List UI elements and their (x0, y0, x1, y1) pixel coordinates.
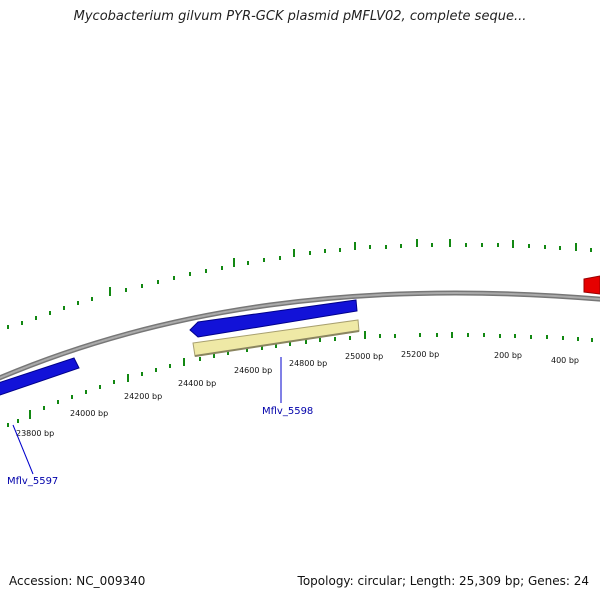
backbone-arc-highlight (0, 291, 600, 379)
tick-label-25000: 25000 bp (345, 352, 383, 361)
gene-label-leader-5597 (12, 424, 34, 475)
topology-text: Topology: circular; Length: 25,309 bp; G… (297, 574, 589, 588)
map-title: Mycobacterium gilvum PYR-GCK plasmid pMF… (73, 9, 527, 24)
tick-label-400: 400 bp (551, 356, 579, 365)
tick-label-23800: 23800 bp (16, 429, 54, 438)
gene-mflv-5598-arrow[interactable] (189, 299, 358, 338)
gene-label-mflv-5597[interactable]: Mflv_5597 (7, 476, 58, 487)
gene-highlight-arrow-shadow (194, 330, 360, 357)
tick-label-24800: 24800 bp (289, 359, 327, 368)
gene-mflv-5597-arrow[interactable] (0, 357, 80, 396)
tick-label-24000: 24000 bp (70, 409, 108, 418)
accession-text: Accession: NC_009340 (9, 574, 146, 588)
tick-label-25200: 25200 bp (401, 350, 439, 359)
gene-label-mflv-5598[interactable]: Mflv_5598 (262, 406, 313, 417)
tick-label-24200: 24200 bp (124, 392, 162, 401)
tick-label-24600: 24600 bp (234, 366, 272, 375)
tick-label-24400: 24400 bp (178, 379, 216, 388)
outer-tick-ring (7, 239, 592, 329)
tick-label-200: 200 bp (494, 351, 522, 360)
gene-reverse-arrow[interactable] (583, 275, 600, 295)
